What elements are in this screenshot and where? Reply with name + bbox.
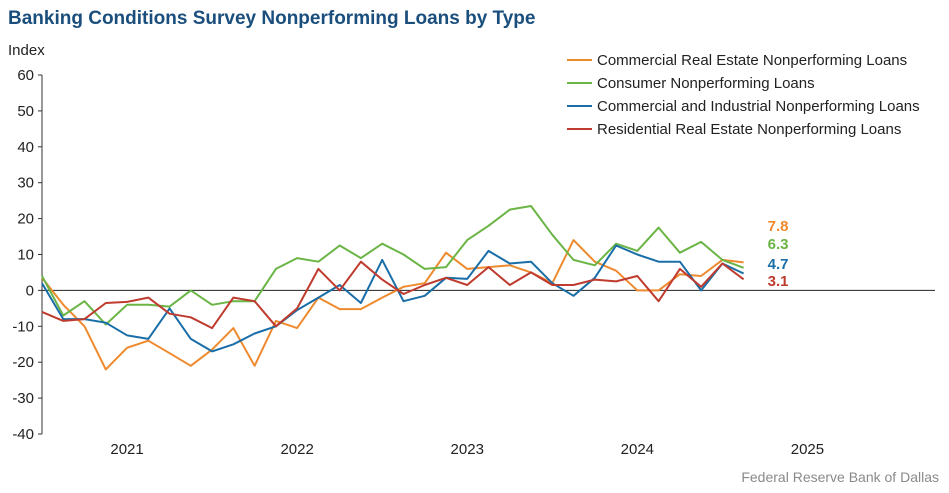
y-tick-label: 30: [17, 175, 34, 192]
end-value-label: 6.3: [768, 236, 789, 253]
legend-label: Consumer Nonperforming Loans: [597, 75, 815, 92]
y-tick-label: 40: [17, 139, 34, 156]
legend-label: Commercial Real Estate Nonperforming Loa…: [597, 52, 907, 69]
x-tick-label: 2023: [451, 441, 484, 458]
end-value-label: 4.7: [768, 256, 789, 273]
series-line-2: [41, 205, 744, 326]
y-axis-label: Index: [8, 42, 45, 59]
series-line-3: [41, 244, 745, 353]
legend-label: Residential Real Estate Nonperforming Lo…: [597, 121, 901, 138]
end-value-label: 3.1: [768, 273, 789, 290]
x-tick-label: 2025: [791, 441, 824, 458]
y-tick-label: 20: [17, 211, 34, 228]
x-tick-label: 2022: [280, 441, 313, 458]
series-line-4: [41, 260, 745, 330]
series-line-1: [41, 239, 744, 371]
y-tick-label: 50: [17, 103, 34, 120]
x-tick-label: 2021: [110, 441, 143, 458]
legend-label: Commercial and Industrial Nonperforming …: [597, 98, 920, 115]
y-tick-label: 10: [17, 247, 34, 264]
y-tick-label: -20: [12, 354, 34, 371]
chart-title: Banking Conditions Survey Nonperforming …: [8, 8, 536, 29]
end-value-label: 7.8: [768, 218, 789, 235]
source-credit: Federal Reserve Bank of Dallas: [741, 469, 939, 485]
y-tick-label: -10: [12, 318, 34, 335]
y-tick-label: 0: [26, 282, 34, 299]
x-tick-label: 2024: [621, 441, 654, 458]
y-tick-label: -30: [12, 390, 34, 407]
y-tick-label: -40: [12, 426, 34, 443]
y-tick-label: 60: [17, 67, 34, 84]
